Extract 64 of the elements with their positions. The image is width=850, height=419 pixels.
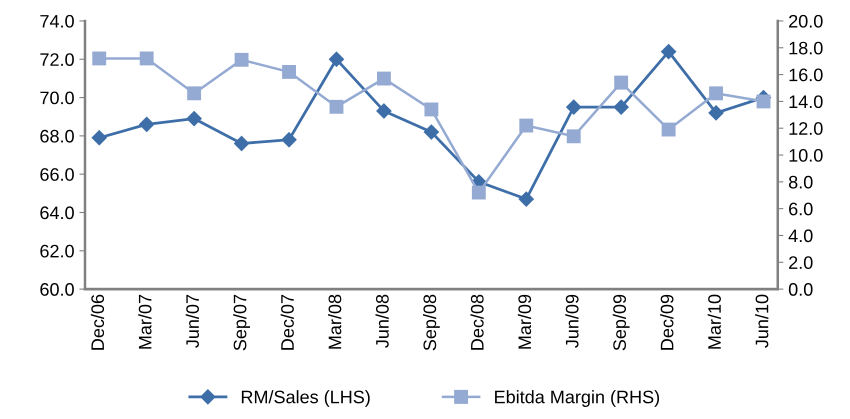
x-tick-label: Mar/10 [708,294,721,349]
x-tick-label: Jun/09 [565,294,579,348]
y-tick-label: 66.0 [40,168,74,181]
y2-tick-label: 16.0 [790,68,823,82]
point [566,129,581,144]
x-tick-label: Dec/07 [280,294,294,350]
point [756,94,770,108]
point [708,105,724,120]
x-tick-label: Jun/08 [376,294,389,348]
x-tick-label: Jun/10 [755,294,768,348]
x-tick-label: Dec/09 [660,294,674,350]
point [330,100,344,114]
y2-tick-label: 8.0 [788,176,813,189]
y-tick-label: 72.0 [40,53,74,66]
point [376,72,391,86]
point [424,124,439,140]
y2-tick-label: 10.0 [790,148,823,162]
y2-tick-label: 20.0 [789,14,823,28]
point [376,103,392,119]
y2-tick-label: 4.0 [788,229,813,242]
point [234,136,250,152]
y-tick-label: 74.0 [40,14,74,28]
legend-label: RM/Sales (LHS) [242,390,370,407]
point [566,100,582,115]
point [614,100,629,115]
point [519,118,534,132]
y-tick-label: 64.0 [40,206,74,220]
y2-tick-label: 0.0 [788,283,813,296]
point [281,132,297,148]
y2-tick-label: 12.0 [790,122,823,135]
point [328,52,344,67]
point [234,52,249,67]
x-tick-label: Dec/06 [90,294,104,350]
point [518,192,534,207]
point [140,52,154,66]
point [187,86,202,100]
x-tick-label: Sep/08 [422,294,440,350]
y-tick-label: 70.0 [40,92,74,104]
x-tick-label: Sep/07 [233,294,250,350]
x-tick-label: Mar/07 [138,294,152,349]
point [139,116,154,132]
y2-tick-label: 14.0 [790,95,823,108]
y2-tick-label: 6.0 [789,202,813,216]
x-tick-label: Mar/09 [518,294,532,349]
y-tick-label: 62.0 [40,244,74,258]
y-tick-label: 60.0 [40,283,74,296]
x-tick-label: Mar/08 [328,294,342,349]
x-tick-label: Jun/07 [186,294,199,348]
point [92,130,107,146]
y-tick-label: 68.0 [40,130,74,143]
point [662,122,676,136]
y2-tick-label: 2.0 [789,256,813,270]
point [92,52,106,66]
x-tick-label: Dec/08 [470,294,484,350]
point [186,111,202,126]
point [424,102,438,116]
y2-tick-label: 18.0 [790,42,823,54]
point [661,44,676,60]
point [614,76,628,90]
point [282,64,296,79]
point [472,186,486,200]
x-tick-label: Sep/09 [612,294,630,350]
legend-label: Ebitda Margin (RHS) [495,390,660,407]
point [709,86,724,100]
